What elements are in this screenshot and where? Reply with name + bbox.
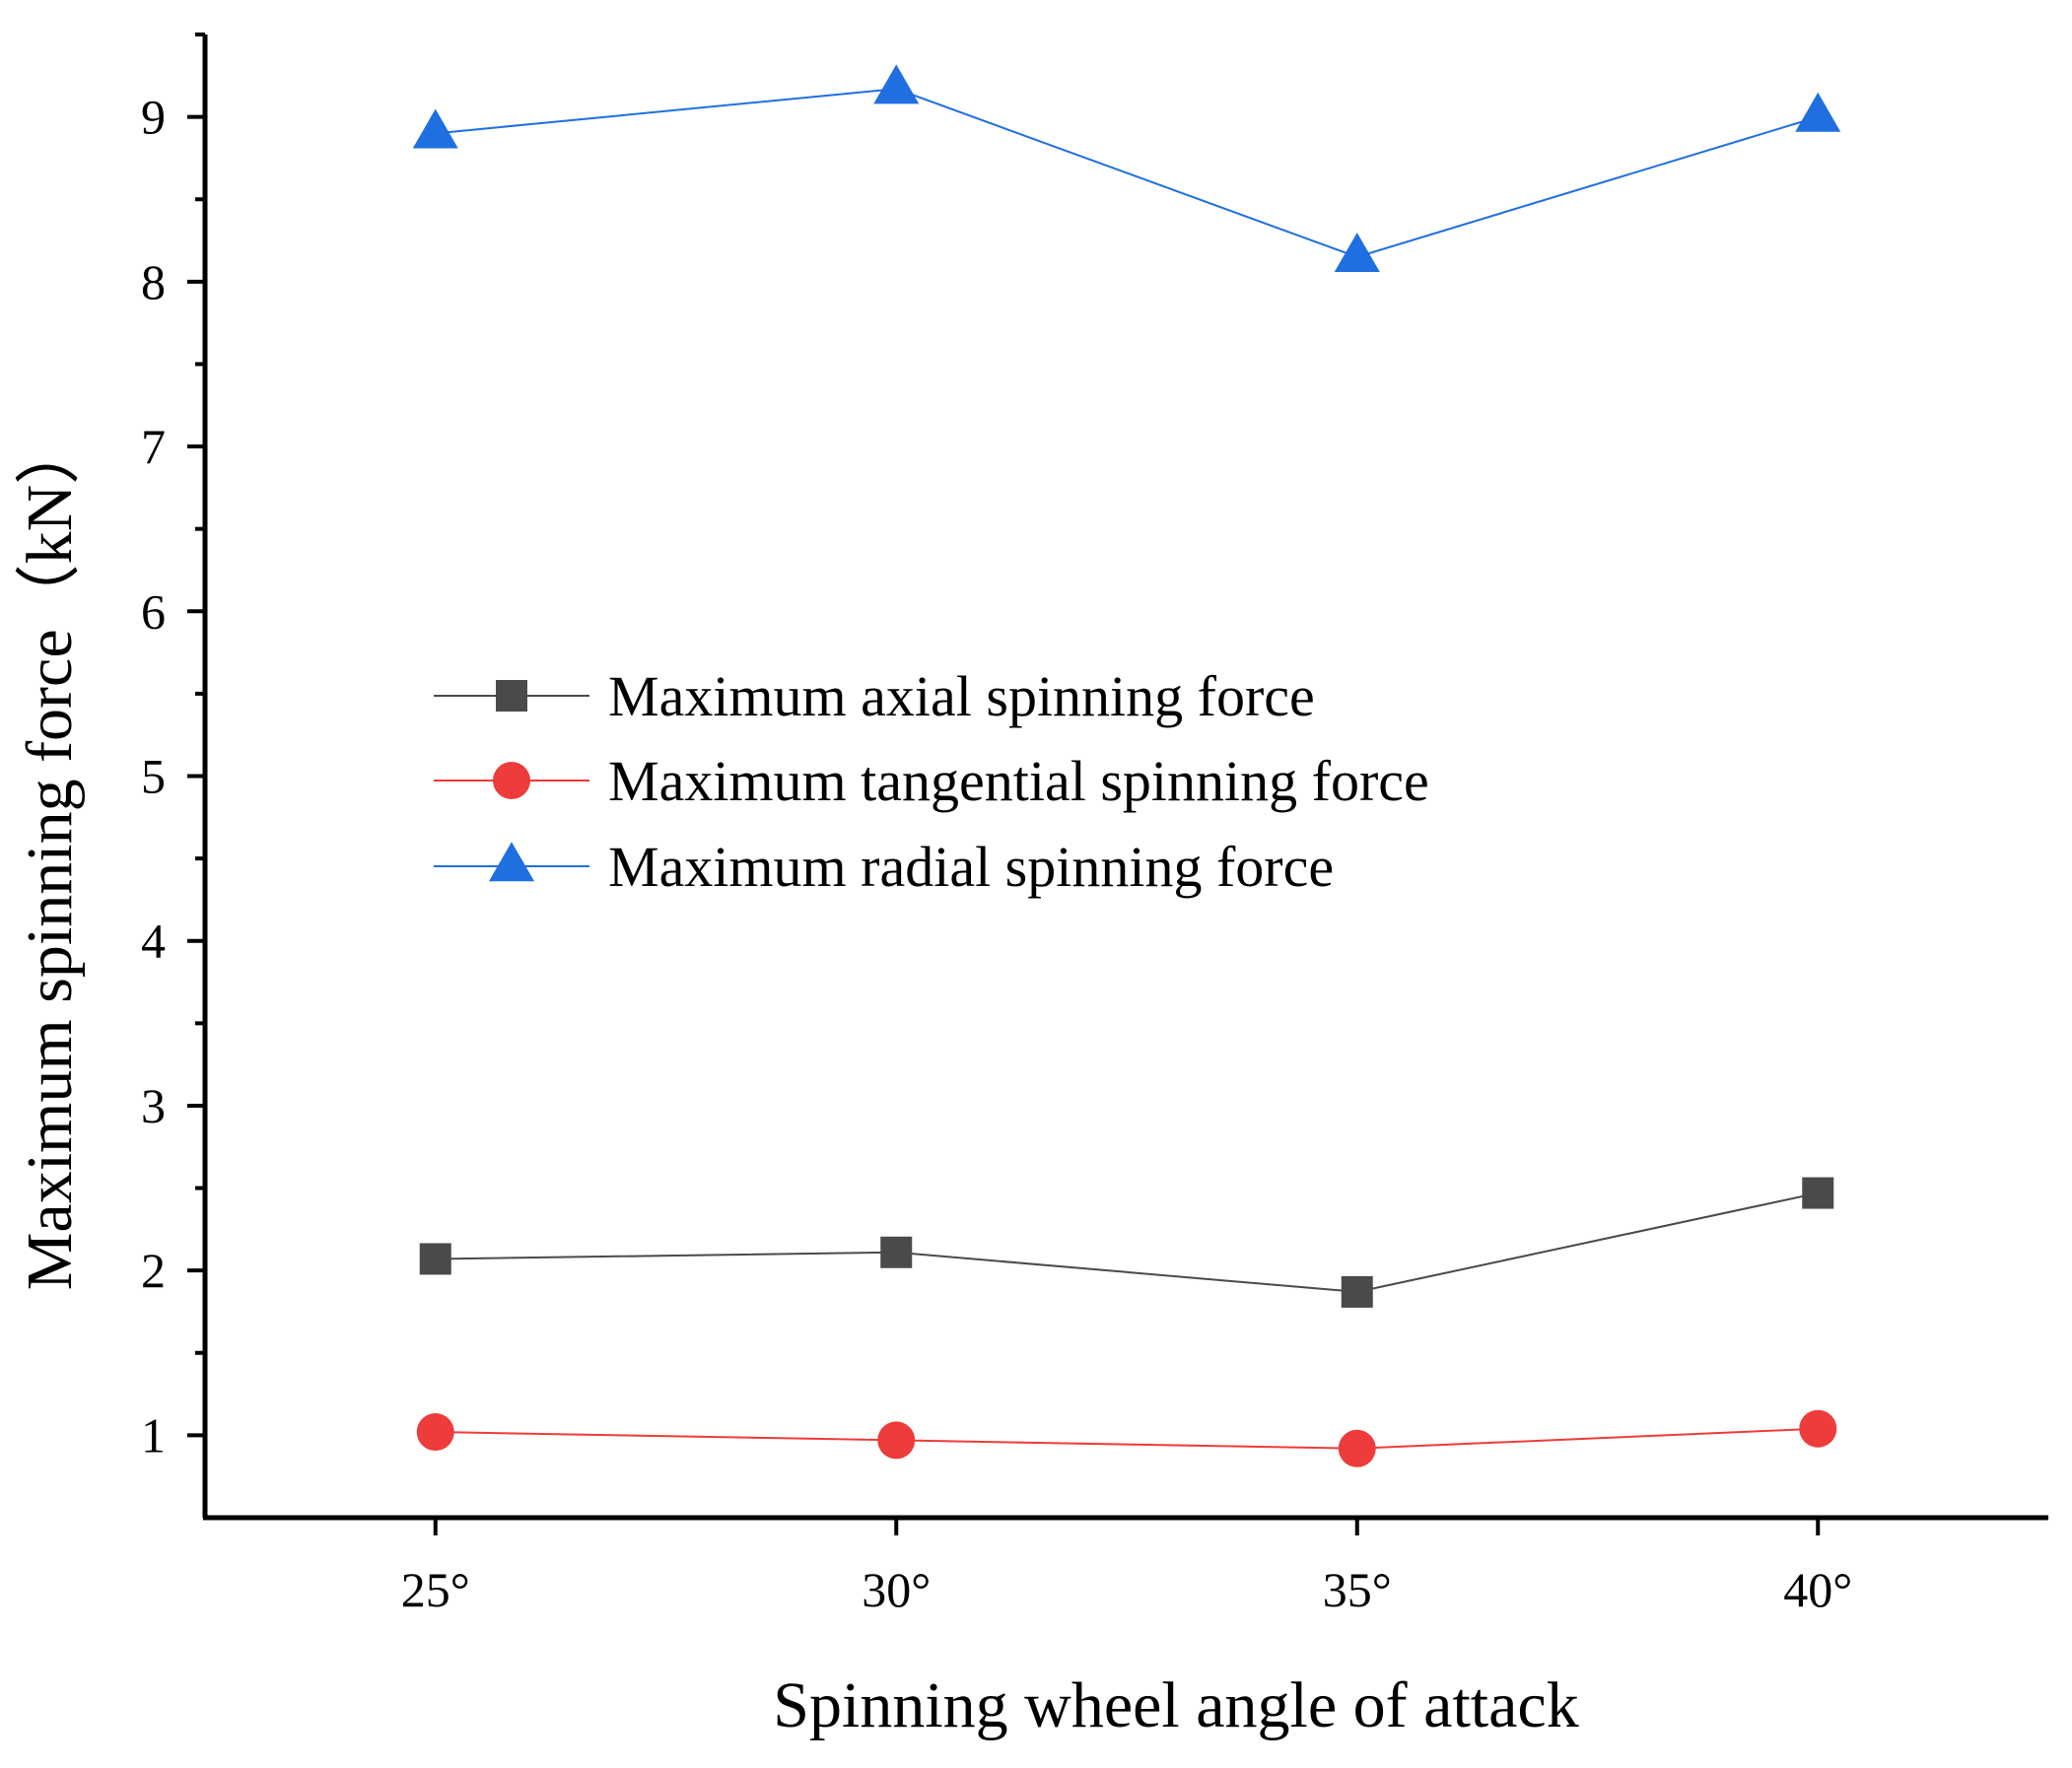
data-point-triangle [1795,92,1841,132]
legend-item: Maximum axial spinning force [434,664,1315,728]
series-line [435,1191,1819,1293]
x-tick-label: 30° [862,1562,931,1617]
y-tick-label: 7 [141,419,166,474]
legend-label: Maximum radial spinning force [608,835,1334,899]
data-point-circle [877,1421,916,1460]
legend-marker-triangle [489,842,534,882]
y-tick-label: 9 [141,90,166,145]
data-point-square [1802,1177,1834,1209]
series-square [419,1177,1834,1308]
legend-item: Maximum radial spinning force [434,835,1334,899]
y-tick-label: 6 [141,583,166,639]
x-axis-title: Spinning wheel angle of attack [773,1669,1578,1741]
legend-marker-square [496,680,527,712]
axes: 1 2 3 4 5 6 7 8 9 25° 30° 35° 40° [141,33,2048,1617]
y-tick-label: 4 [141,914,166,969]
data-point-square [1341,1275,1373,1308]
data-point-circle [1338,1429,1376,1467]
x-tick-label: 35° [1323,1562,1392,1617]
data-point-triangle [412,108,458,149]
legend-label: Maximum tangential spinning force [608,749,1429,813]
legend-marker-circle [493,762,530,799]
data-point-circle [416,1413,454,1452]
legend: Maximum axial spinning force Maximum tang… [434,664,1429,899]
legend-label: Maximum axial spinning force [608,664,1315,728]
y-tick-label: 3 [141,1078,166,1133]
y-tick-label: 5 [141,749,166,804]
data-point-triangle [873,64,920,104]
data-point-square [419,1243,451,1275]
series-line [435,88,1819,258]
data-point-triangle [1334,232,1380,272]
data-point-circle [1799,1409,1837,1448]
y-axis-title: Maximum spinning force（kN） [14,420,86,1291]
series-circle [416,1409,1837,1467]
y-tick-label: 1 [141,1407,166,1462]
x-tick-label: 40° [1783,1562,1852,1617]
series-layer [412,64,1841,1467]
y-tick-label: 2 [141,1243,166,1298]
series-line [435,1427,1819,1450]
data-point-square [880,1236,913,1268]
series-triangle [412,64,1841,272]
x-tick-label: 25° [401,1562,470,1617]
legend-item: Maximum tangential spinning force [434,749,1429,813]
y-tick-label: 8 [141,254,166,309]
